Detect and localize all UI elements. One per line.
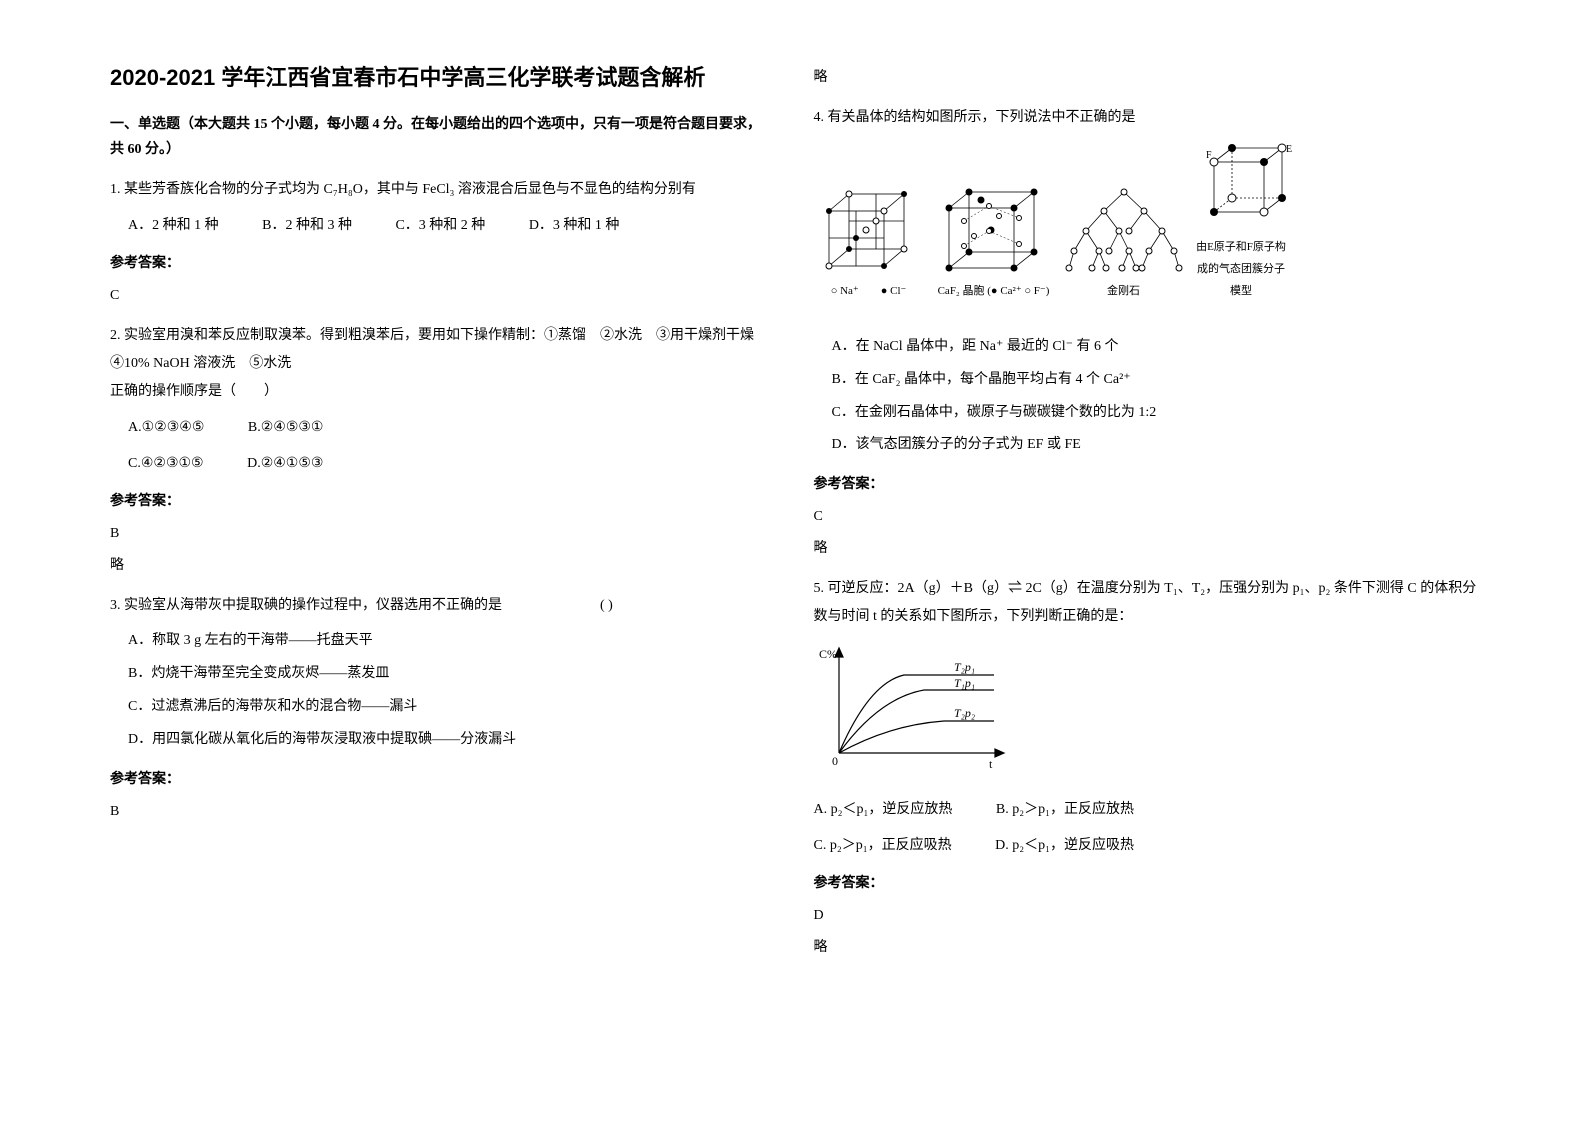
q5-curve1: T₂p₁ [954,660,975,674]
q4-diag1-label: ○ Na⁺ ● Cl⁻ [814,280,924,302]
q3-optA: A．称取 3 g 左右的干海带——托盘天平 [128,626,774,657]
q4-diag4-label: 由E原子和F原子构成的气态团簇分子模型 [1194,236,1289,302]
q2-answer: B [110,520,774,548]
q4-diagrams: ○ Na⁺ ● Cl⁻ [814,142,1478,302]
q1-answer: C [110,282,774,310]
q4-optB: B．在 CaF₂ 晶体中，每个晶胞平均占有 4 个 Ca²⁺ [832,365,1478,396]
q5-curve3: T₂p₂ [954,706,975,720]
q5-xlabel: t [989,757,993,771]
q3-optB: B．灼烧干海带至完全变成灰烬——蒸发皿 [128,659,774,690]
q3-optC: C．过滤煮沸后的海带灰和水的混合物——漏斗 [128,692,774,723]
q4-optC: C．在金刚石晶体中，碳原子与碳碳键个数的比为 1:2 [832,398,1478,429]
q5-options-row2: C. p₂＞p₁，正反应吸热 D. p₂＜p₁，逆反应吸热 [814,832,1478,860]
q5-options-row1: A. p₂＜p₁，逆反应放热 B. p₂＞p₁，正反应放热 [814,796,1478,824]
section-header: 一、单选题（本大题共 15 个小题，每小题 4 分。在每小题给出的四个选项中，只… [110,112,774,162]
q5-graph: C% t T₂p₁ T₁p₁ T₂p₂ 0 [814,643,1478,784]
q2-optA: A.①②③④⑤ [128,420,204,435]
q5-answer: D [814,902,1478,930]
q2-answer-label: 参考答案： [110,488,774,516]
q2-note: 略 [110,552,774,580]
q3-answer-label: 参考答案： [110,766,774,794]
svg-text:F: F [1206,150,1212,161]
q3-optD: D．用四氯化碳从氧化后的海带灰浸取液中提取碘——分液漏斗 [128,725,774,756]
q1-optC: C．3 种和 2 种 [395,218,485,233]
q3-options: A．称取 3 g 左右的干海带——托盘天平 B．灼烧干海带至完全变成灰烬——蒸发… [128,626,774,755]
q2-optC: C.④②③①⑤ [128,456,204,471]
q5-optC: C. p₂＞p₁，正反应吸热 [814,838,952,853]
question-3: 3. 实验室从海带灰中提取碘的操作过程中，仪器选用不正确的是 ( ) A．称取 … [110,592,774,825]
q3-answer: B [110,798,774,826]
question-1: 1. 某些芳香族化合物的分子式均为 C₇H₈O，其中与 FeCl₃ 溶液混合后显… [110,176,774,310]
right-column: 略 4. 有关晶体的结构如图所示，下列说法中不正确的是 [794,60,1498,1062]
q2-prompt: 正确的操作顺序是（ ） [110,378,774,406]
q4-note: 略 [814,535,1478,563]
q4-diag-caf2: CaF₂ 晶胞 (● Ca²⁺ ○ F⁻) [934,186,1054,302]
q5-optA: A. p₂＜p₁，逆反应放热 [814,802,953,817]
q3-text: 3. 实验室从海带灰中提取碘的操作过程中，仪器选用不正确的是 ( ) [110,592,774,620]
q3-note: 略 [814,64,1478,92]
q4-optA: A．在 NaCl 晶体中，距 Na⁺ 最近的 Cl⁻ 有 6 个 [832,332,1478,363]
q2-optD: D.②④①⑤③ [247,456,323,471]
q4-diag-ef: F E 由E原子和F原子构成的气态团簇分子模型 [1194,142,1294,302]
q5-graph-icon: C% t T₂p₁ T₁p₁ T₂p₂ 0 [814,643,1014,773]
q1-answer-label: 参考答案： [110,250,774,278]
q4-diag2-label: CaF₂ 晶胞 (● Ca²⁺ ○ F⁻) [934,280,1054,302]
question-2: 2. 实验室用溴和苯反应制取溴苯。得到粗溴苯后，要用如下操作精制：①蒸馏 ②水洗… [110,322,774,580]
q2-options-row2: C.④②③①⑤ D.②④①⑤③ [128,450,774,478]
q5-ylabel: C% [819,647,837,661]
q4-diag-diamond: 金刚石 [1064,186,1184,302]
question-4: 4. 有关晶体的结构如图所示，下列说法中不正确的是 [814,104,1478,563]
q1-optA: A．2 种和 1 种 [128,218,219,233]
q4-answer: C [814,503,1478,531]
q2-options-row1: A.①②③④⑤ B.②④⑤③① [128,414,774,442]
svg-text:0: 0 [832,754,838,768]
page-title: 2020-2021 学年江西省宜春市石中学高三化学联考试题含解析 [110,60,774,92]
diamond-icon [1064,186,1184,276]
q4-text: 4. 有关晶体的结构如图所示，下列说法中不正确的是 [814,104,1478,132]
q1-optD: D．3 种和 1 种 [529,218,620,233]
q4-options: A．在 NaCl 晶体中，距 Na⁺ 最近的 Cl⁻ 有 6 个 B．在 CaF… [832,332,1478,461]
q1-optB: B．2 种和 3 种 [262,218,352,233]
q5-answer-label: 参考答案： [814,870,1478,898]
q4-diag-nacl: ○ Na⁺ ● Cl⁻ [814,186,924,302]
ef-cluster-icon: F E [1194,142,1294,232]
q4-optD: D．该气态团簇分子的分子式为 EF 或 FE [832,430,1478,461]
q2-optB: B.②④⑤③① [248,420,324,435]
left-column: 2020-2021 学年江西省宜春市石中学高三化学联考试题含解析 一、单选题（本… [90,60,794,1062]
q4-diag3-label: 金刚石 [1064,280,1184,302]
question-5: 5. 可逆反应：2A（g）＋B（g）⇌ 2C（g）在温度分别为 T₁、T₂，压强… [814,575,1478,962]
caf2-icon [934,186,1054,276]
q5-optD: D. p₂＜p₁，逆反应吸热 [995,838,1134,853]
svg-text:E: E [1286,144,1292,155]
q1-text: 1. 某些芳香族化合物的分子式均为 C₇H₈O，其中与 FeCl₃ 溶液混合后显… [110,176,774,204]
q5-note: 略 [814,934,1478,962]
q4-answer-label: 参考答案： [814,471,1478,499]
q1-options: A．2 种和 1 种 B．2 种和 3 种 C．3 种和 2 种 D．3 种和 … [128,212,774,240]
q5-optB: B. p₂＞p₁，正反应放热 [996,802,1134,817]
q2-text: 2. 实验室用溴和苯反应制取溴苯。得到粗溴苯后，要用如下操作精制：①蒸馏 ②水洗… [110,322,774,378]
q5-text: 5. 可逆反应：2A（g）＋B（g）⇌ 2C（g）在温度分别为 T₁、T₂，压强… [814,575,1478,631]
nacl-icon [814,186,924,276]
q5-curve2: T₁p₁ [954,676,975,690]
